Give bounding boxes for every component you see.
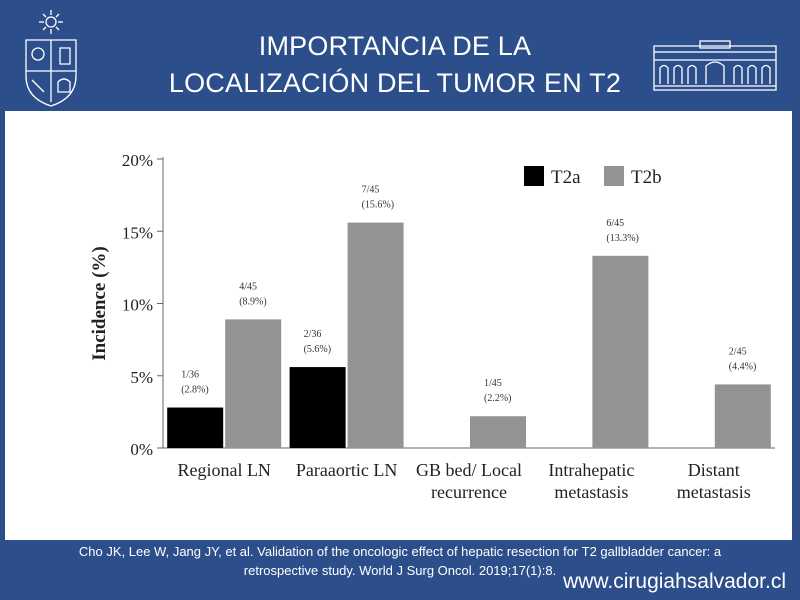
x-category-label: Regional LN bbox=[177, 460, 270, 480]
citation-line-1: Cho JK, Lee W, Jang JY, et al. Validatio… bbox=[78, 544, 722, 559]
legend-swatch-t2a bbox=[524, 166, 544, 186]
bar-t2b-1 bbox=[347, 222, 404, 448]
website-link[interactable]: www.cirugiahsalvador.cl bbox=[563, 570, 786, 593]
y-tick-label: 20% bbox=[122, 151, 153, 170]
bar-data-label: 2/45 bbox=[729, 346, 747, 357]
x-category-label: Distant bbox=[688, 460, 740, 480]
bar-data-label: (15.6%) bbox=[362, 200, 395, 211]
slide-title: IMPORTANCIA DE LA LOCALIZACIÓN DEL TUMOR… bbox=[120, 28, 670, 102]
bar-data-label: 1/45 bbox=[484, 378, 502, 389]
x-category-label: metastasis bbox=[554, 482, 628, 502]
incidence-bar-chart: 0% 5% 10% 15% 20% Incidence (%) 1/36 (2.8%) 4/45… bbox=[89, 151, 775, 502]
bar-t2a-0 bbox=[167, 407, 224, 448]
slide-title-line-2: LOCALIZACIÓN DEL TUMOR EN T2 bbox=[168, 68, 622, 98]
hospital-building-logo bbox=[653, 40, 777, 91]
bar-data-label: (4.4%) bbox=[729, 361, 757, 372]
x-category-label: Paraaortic LN bbox=[296, 460, 397, 480]
university-crest-logo bbox=[25, 10, 77, 107]
chart-panel: 0% 5% 10% 15% 20% Incidence (%) 1/36 (2.8%) 4/45… bbox=[5, 111, 792, 540]
bar-data-label: (2.2%) bbox=[484, 393, 512, 404]
legend-label-t2a: T2a bbox=[551, 167, 581, 188]
y-tick-label: 10% bbox=[122, 296, 153, 315]
bar-data-label: 6/45 bbox=[606, 218, 624, 229]
bar-data-label: 7/45 bbox=[362, 185, 380, 196]
bar-data-label: (13.3%) bbox=[606, 233, 639, 244]
x-category-label: GB bed/ Local bbox=[416, 460, 522, 480]
y-tick-label: 5% bbox=[130, 368, 153, 387]
bar-t2b-3 bbox=[592, 255, 649, 448]
bar-data-label: 1/36 bbox=[181, 370, 199, 381]
legend-swatch-t2b bbox=[604, 166, 624, 186]
bar-data-label: 2/36 bbox=[304, 329, 322, 340]
y-tick-label: 0% bbox=[130, 440, 153, 459]
bar-data-label: (2.8%) bbox=[181, 385, 209, 396]
bar-data-label: 4/45 bbox=[239, 281, 257, 292]
y-axis-label: Incidence (%) bbox=[89, 246, 110, 361]
citation: Cho JK, Lee W, Jang JY, et al. Validatio… bbox=[30, 542, 770, 580]
citation-line-2: retrospective study. World J Surg Oncol.… bbox=[243, 563, 557, 578]
bar-data-label: (8.9%) bbox=[239, 296, 267, 307]
x-category-label: Intrahepatic bbox=[548, 460, 634, 480]
bar-t2b-4 bbox=[714, 384, 771, 448]
bar-data-label: (5.6%) bbox=[304, 344, 332, 355]
x-category-label: recurrence bbox=[431, 482, 507, 502]
legend-label-t2b: T2b bbox=[631, 167, 662, 188]
slide-title-line-1: IMPORTANCIA DE LA bbox=[258, 31, 532, 61]
y-tick-label: 15% bbox=[122, 223, 153, 242]
bar-t2b-0 bbox=[225, 319, 282, 448]
x-category-label: metastasis bbox=[677, 482, 751, 502]
bar-t2b-2 bbox=[470, 416, 526, 448]
bar-t2a-1 bbox=[289, 367, 346, 448]
